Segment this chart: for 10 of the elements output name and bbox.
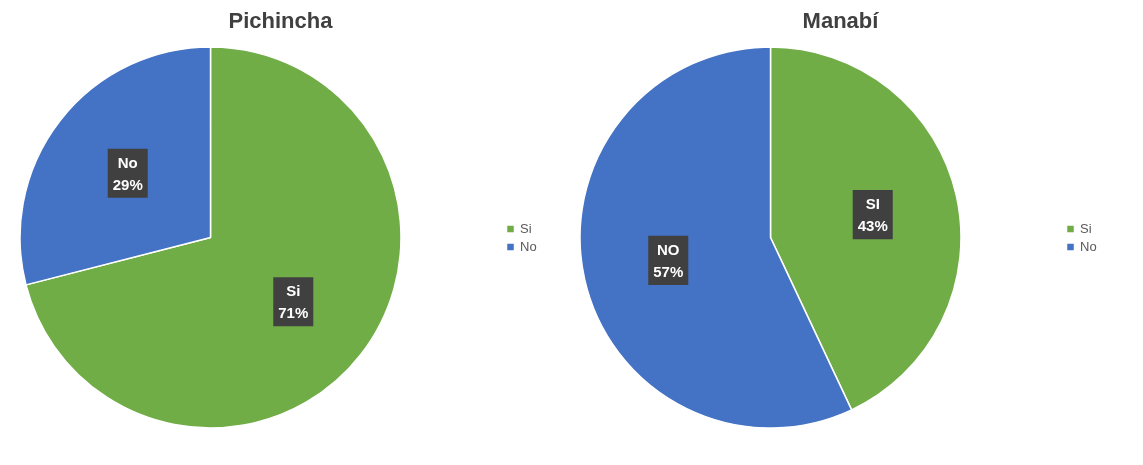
data-label: NO 57%: [653, 240, 684, 280]
chart-title: Pichincha: [228, 7, 334, 33]
legend-label: No: [520, 238, 538, 254]
data-label: No 29%: [112, 153, 143, 193]
legend-label: Si: [1080, 220, 1093, 236]
legend-label: Si: [520, 220, 533, 236]
data-label: SI 43%: [857, 195, 888, 235]
legend-label: No: [1080, 238, 1098, 254]
data-label: Si 71%: [278, 282, 309, 322]
chart-title: Manabí: [802, 7, 880, 33]
